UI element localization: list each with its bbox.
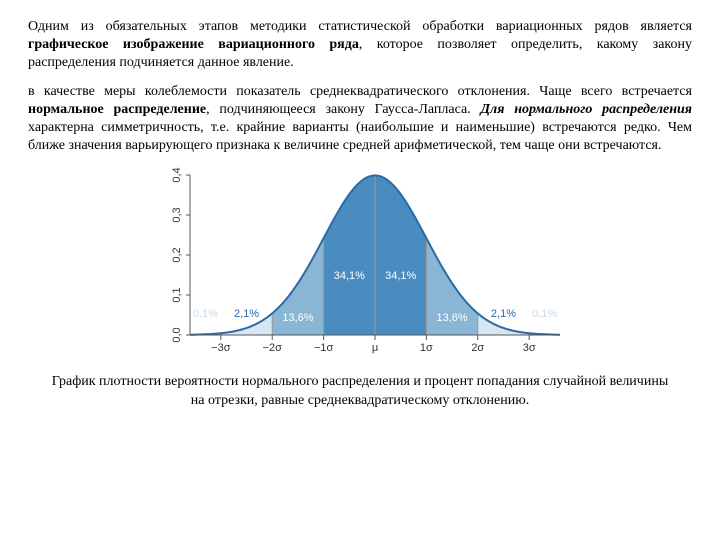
- svg-text:0,0: 0,0: [171, 328, 183, 343]
- paragraph-2: в качестве меры колеблемости показатель …: [28, 83, 692, 156]
- svg-text:34,1%: 34,1%: [334, 270, 365, 282]
- svg-text:μ: μ: [372, 342, 378, 354]
- svg-text:2,1%: 2,1%: [491, 308, 516, 320]
- chart-svg: −3σ −2σ −1σ μ 1σ 2σ 3σ 0,0 0,1 0,2 0,3 0,4 0,1% 2,1% 1…: [150, 165, 570, 365]
- p2-part-a: в качестве меры колеблемости показатель …: [28, 84, 692, 99]
- svg-text:0,1: 0,1: [171, 288, 183, 303]
- p2-bold-1: нормальное распределение: [28, 102, 206, 117]
- p2-bold-italic: Для нормального распределения: [480, 102, 692, 117]
- svg-text:0,1%: 0,1%: [193, 308, 218, 320]
- svg-text:−3σ: −3σ: [211, 342, 231, 354]
- svg-text:0,1%: 0,1%: [532, 308, 557, 320]
- svg-text:−1σ: −1σ: [314, 342, 334, 354]
- svg-text:13,6%: 13,6%: [436, 312, 467, 324]
- p1-bold: графическое изображение вариационного ря…: [28, 37, 359, 52]
- normal-distribution-chart: −3σ −2σ −1σ μ 1σ 2σ 3σ 0,0 0,1 0,2 0,3 0,4 0,1% 2,1% 1…: [28, 165, 692, 365]
- svg-text:13,6%: 13,6%: [282, 312, 313, 324]
- svg-text:3σ: 3σ: [523, 342, 536, 354]
- svg-text:34,1%: 34,1%: [385, 270, 416, 282]
- svg-text:0,4: 0,4: [171, 168, 183, 183]
- svg-text:1σ: 1σ: [420, 342, 433, 354]
- svg-text:2,1%: 2,1%: [234, 308, 259, 320]
- p2-part-e: характерна симметричность, т.е. крайние …: [28, 120, 692, 153]
- svg-text:0,2: 0,2: [171, 248, 183, 263]
- paragraph-1: Одним из обязательных этапов методики ст…: [28, 18, 692, 73]
- svg-text:2σ: 2σ: [471, 342, 484, 354]
- p2-part-c: , подчиняющееся закону Гаусса-Лапласа.: [206, 102, 480, 117]
- svg-text:−2σ: −2σ: [263, 342, 283, 354]
- svg-text:0,3: 0,3: [171, 208, 183, 223]
- p1-part-a: Одним из обязательных этапов методики ст…: [28, 19, 692, 34]
- chart-caption: График плотности вероятности нормального…: [48, 373, 672, 409]
